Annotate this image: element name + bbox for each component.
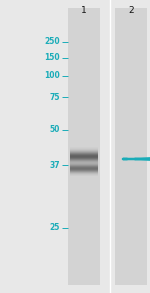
- Bar: [70, 146, 98, 147]
- Bar: [70, 147, 98, 149]
- Text: 25: 25: [50, 224, 60, 233]
- Text: 2: 2: [128, 6, 134, 15]
- Text: 1: 1: [81, 6, 87, 15]
- Bar: [70, 163, 98, 164]
- Bar: [70, 166, 98, 168]
- Text: 250: 250: [44, 38, 60, 47]
- Bar: [70, 175, 98, 176]
- Bar: [70, 156, 98, 158]
- Bar: [70, 161, 98, 163]
- Bar: [115, 8, 147, 285]
- Bar: [70, 164, 98, 166]
- Bar: [70, 171, 98, 173]
- Text: 37: 37: [49, 161, 60, 169]
- Bar: [70, 159, 98, 161]
- Text: 150: 150: [44, 54, 60, 62]
- Text: 75: 75: [50, 93, 60, 101]
- Bar: [70, 154, 98, 156]
- Bar: [70, 158, 98, 159]
- Bar: [70, 149, 98, 151]
- Bar: [70, 152, 98, 154]
- Bar: [70, 168, 98, 169]
- Bar: [70, 173, 98, 175]
- Bar: [68, 8, 100, 285]
- Text: 50: 50: [50, 125, 60, 134]
- Bar: [70, 169, 98, 171]
- Text: 100: 100: [44, 71, 60, 81]
- Bar: [70, 151, 98, 152]
